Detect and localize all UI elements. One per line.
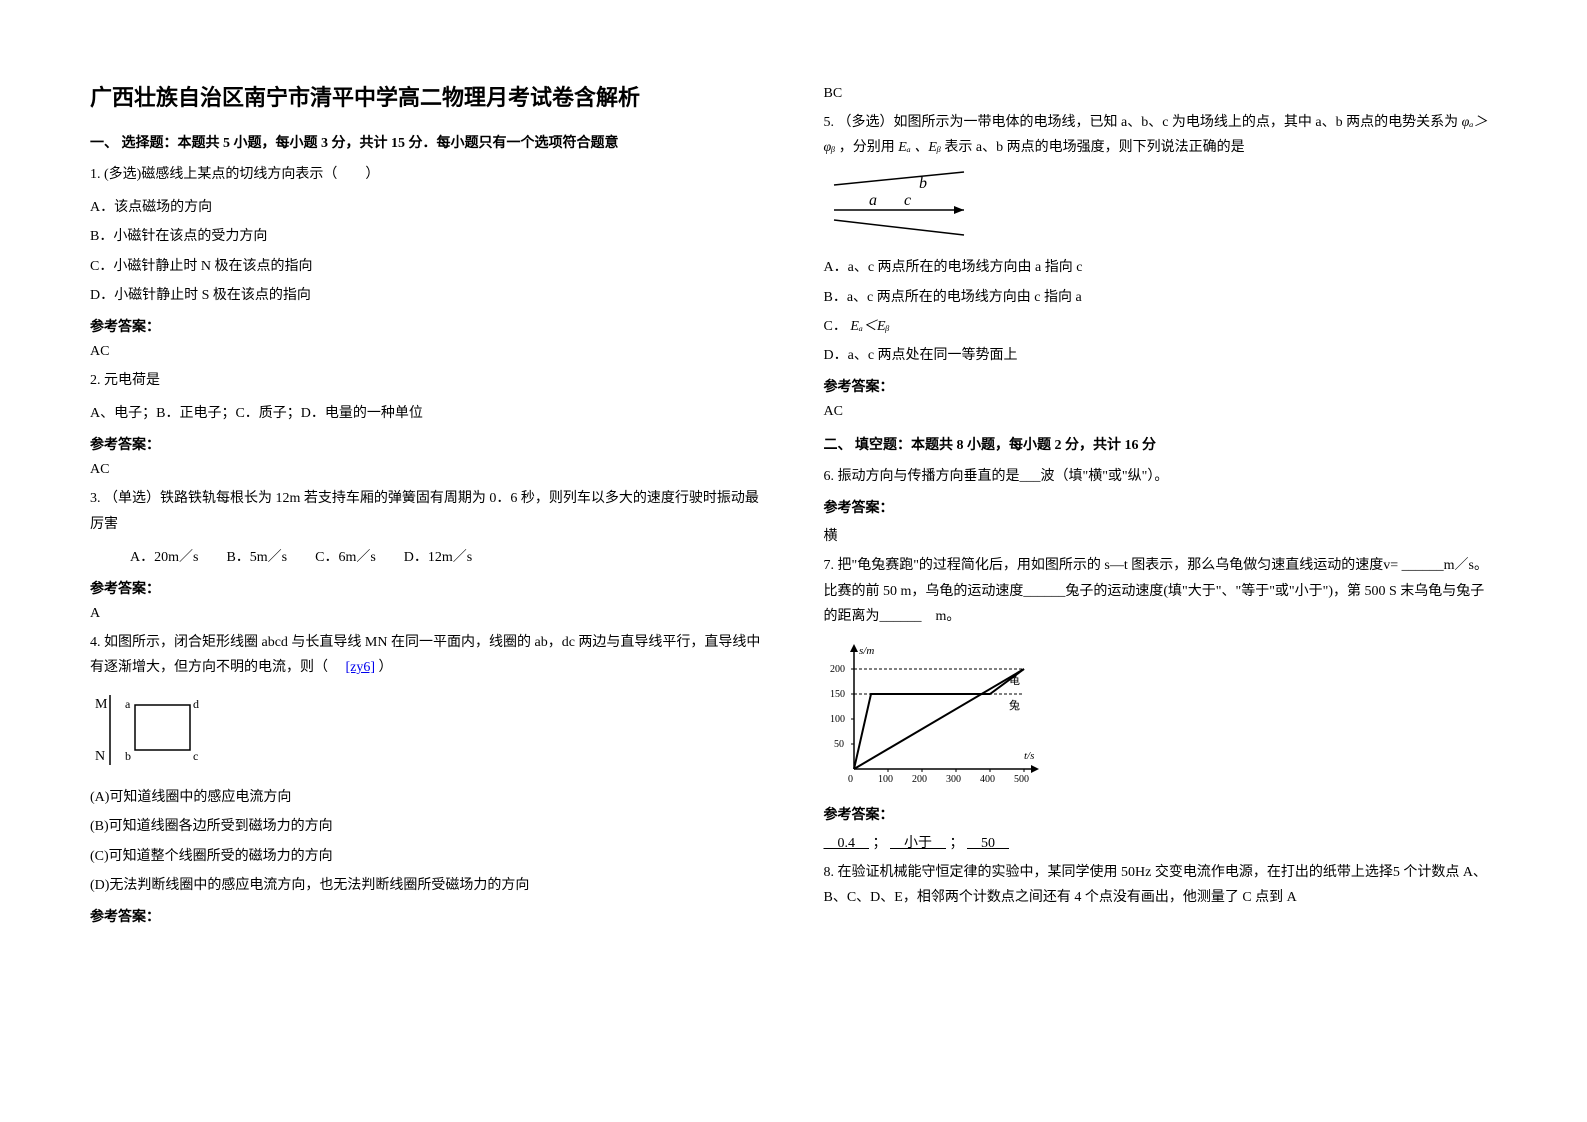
- q4-opt-a: (A)可知道线圈中的感应电流方向: [90, 785, 764, 810]
- q7-ans2: 小于: [890, 836, 946, 851]
- q4-figure: M N a d b c: [90, 690, 764, 775]
- section1-header: 一、 选择题：本题共 5 小题，每小题 3 分，共计 15 分．每小题只有一个选…: [90, 132, 764, 152]
- svg-text:龟: 龟: [1009, 674, 1020, 687]
- section2-header: 二、 填空题：本题共 8 小题，每小题 2 分，共计 16 分: [824, 434, 1498, 454]
- page-title: 广西壮族自治区南宁市清平中学高二物理月考试卷含解析: [90, 80, 764, 112]
- svg-text:100: 100: [830, 714, 845, 725]
- fig-label-b: b: [125, 749, 131, 763]
- q7-ans1: 0.4: [824, 836, 870, 851]
- svg-text:b: b: [919, 175, 927, 192]
- q7-figure: 50 100 150 200 100 200 300 400 500 s/m t…: [824, 639, 1498, 794]
- q4-answer-label: 参考答案：: [90, 906, 764, 926]
- svg-text:50: 50: [834, 739, 844, 750]
- svg-text:t/s: t/s: [1024, 750, 1034, 762]
- q8-stem: 8. 在验证机械能守恒定律的实验中，某同学使用 50Hz 交变电流作电源，在打出…: [824, 860, 1498, 910]
- q7-sep1: ；: [873, 836, 887, 851]
- svg-text:s/m: s/m: [859, 645, 874, 657]
- svg-text:c: c: [904, 192, 911, 209]
- q5-stem-a: 5. （多选）如图所示为一带电体的电场线，已知 a、b、c 为电场线上的点，其中…: [824, 115, 1459, 130]
- q5-Eb: 、Eᵦ: [914, 140, 941, 155]
- q5-answer-label: 参考答案：: [824, 376, 1498, 396]
- q4-opt-b: (B)可知道线圈各边所受到磁场力的方向: [90, 814, 764, 839]
- svg-text:200: 200: [830, 664, 845, 675]
- fig-label-a: a: [125, 697, 131, 711]
- q7-ans3: 50: [967, 836, 1009, 851]
- q5-opt-c-formula: Eₐ＜Eᵦ: [850, 319, 889, 334]
- q1-answer-label: 参考答案：: [90, 316, 764, 336]
- fig-label-d: d: [193, 697, 199, 711]
- q6-answer: 横: [824, 525, 1498, 545]
- fig-label-M: M: [95, 697, 108, 712]
- q5-opt-a: A．a、c 两点所在的电场线方向由 a 指向 c: [824, 255, 1498, 280]
- q4-link[interactable]: [zy6]: [346, 660, 376, 675]
- q3-answer-label: 参考答案：: [90, 578, 764, 598]
- q7-stem: 7. 把"龟兔赛跑"的过程简化后，用如图所示的 s—t 图表示，那么乌龟做匀速直…: [824, 553, 1498, 629]
- left-column: 广西壮族自治区南宁市清平中学高二物理月考试卷含解析 一、 选择题：本题共 5 小…: [90, 80, 764, 934]
- right-column: BC 5. （多选）如图所示为一带电体的电场线，已知 a、b、c 为电场线上的点…: [824, 80, 1498, 934]
- fig-label-c: c: [193, 749, 198, 763]
- q7-answer: 0.4 ； 小于 ； 50: [824, 832, 1498, 852]
- q5-figure: a c b: [824, 170, 1498, 245]
- svg-text:a: a: [869, 192, 877, 209]
- q4-stem: 4. 如图所示，闭合矩形线圈 abcd 与长直导线 MN 在同一平面内，线圈的 …: [90, 630, 764, 680]
- q5-opt-b: B．a、c 两点所在的电场线方向由 c 指向 a: [824, 285, 1498, 310]
- q5-stem: 5. （多选）如图所示为一带电体的电场线，已知 a、b、c 为电场线上的点，其中…: [824, 110, 1498, 160]
- q3-answer: A: [90, 606, 764, 622]
- svg-text:100: 100: [878, 774, 893, 785]
- q3-stem: 3. （单选）铁路铁轨每根长为 12m 若支持车厢的弹簧固有周期为 0．6 秒，…: [90, 486, 764, 536]
- q2-options: A、电子；B．正电子；C．质子；D．电量的一种单位: [90, 401, 764, 426]
- fig-label-N: N: [95, 749, 105, 764]
- q1-answer: AC: [90, 344, 764, 360]
- q5-stem-c: 表示 a、b 两点的电场强度，则下列说法正确的是: [944, 140, 1244, 155]
- q5-opt-d: D．a、c 两点处在同一等势面上: [824, 343, 1498, 368]
- q2-stem: 2. 元电荷是: [90, 368, 764, 393]
- q6-stem: 6. 振动方向与传播方向垂直的是___波（填"横"或"纵"）。: [824, 464, 1498, 489]
- q1-opt-b: B．小磁针在该点的受力方向: [90, 224, 764, 249]
- svg-text:150: 150: [830, 689, 845, 700]
- q5-Ea: Eₐ: [898, 140, 911, 155]
- q4-stem-b: ）: [379, 660, 393, 675]
- q2-answer-label: 参考答案：: [90, 434, 764, 454]
- svg-text:兔: 兔: [1009, 698, 1020, 712]
- svg-text:400: 400: [980, 774, 995, 785]
- svg-text:300: 300: [946, 774, 961, 785]
- q5-stem-b: ，分别用: [839, 140, 895, 155]
- q4-answer: BC: [824, 86, 1498, 102]
- q3-options: A．20m／s B．5m／s C．6m／s D．12m／s: [130, 545, 764, 570]
- q4-opt-c: (C)可知道整个线圈所受的磁场力的方向: [90, 844, 764, 869]
- svg-text:200: 200: [912, 774, 927, 785]
- q6-answer-label: 参考答案：: [824, 497, 1498, 517]
- q5-opt-c: C． Eₐ＜Eᵦ: [824, 314, 1498, 339]
- svg-text:0: 0: [848, 774, 853, 785]
- q2-answer: AC: [90, 462, 764, 478]
- q1-opt-d: D．小磁针静止时 S 极在该点的指向: [90, 283, 764, 308]
- q1-opt-a: A．该点磁场的方向: [90, 195, 764, 220]
- q7-sep2: ；: [950, 836, 964, 851]
- q5-opt-c-prefix: C．: [824, 319, 847, 334]
- q4-opt-d: (D)无法判断线圈中的感应电流方向，也无法判断线圈所受磁场力的方向: [90, 873, 764, 898]
- q7-answer-label: 参考答案：: [824, 804, 1498, 824]
- svg-text:500: 500: [1014, 774, 1029, 785]
- q4-stem-a: 4. 如图所示，闭合矩形线圈 abcd 与长直导线 MN 在同一平面内，线圈的 …: [90, 635, 760, 675]
- q5-answer: AC: [824, 404, 1498, 420]
- q1-stem: 1. (多选)磁感线上某点的切线方向表示（ ）: [90, 162, 764, 187]
- q1-opt-c: C．小磁针静止时 N 极在该点的指向: [90, 254, 764, 279]
